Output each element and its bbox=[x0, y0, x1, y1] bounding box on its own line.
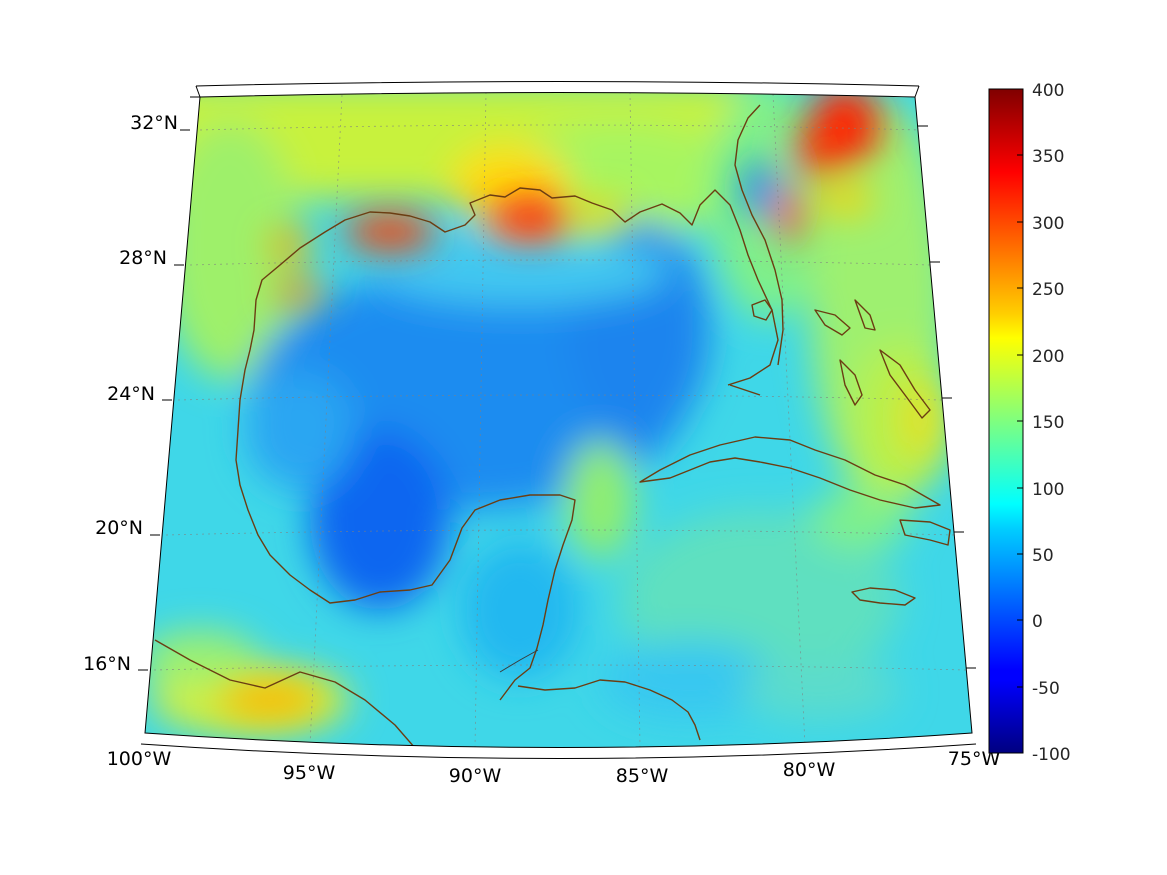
colorbar-tick-label: 50 bbox=[1032, 546, 1054, 566]
lon-label: 100°W bbox=[107, 748, 172, 770]
colorbar-tick-label: -100 bbox=[1032, 745, 1071, 765]
colorbar-tick-label: 250 bbox=[1032, 280, 1064, 300]
colorbar-tick-label: 0 bbox=[1032, 612, 1043, 632]
colorbar-tick-label: 100 bbox=[1032, 480, 1064, 500]
lon-label: 80°W bbox=[783, 759, 836, 781]
colorbar-tick-label: 150 bbox=[1032, 413, 1064, 433]
lat-label: 16°N bbox=[83, 653, 131, 675]
lat-label: 28°N bbox=[119, 247, 167, 269]
colorbar-tick-label: 350 bbox=[1032, 147, 1064, 167]
lon-label: 85°W bbox=[616, 765, 669, 787]
borders bbox=[499, 649, 539, 673]
latitude-labels: 32°N 28°N 24°N 20°N 16°N bbox=[83, 112, 178, 675]
data-field bbox=[145, 92, 972, 748]
lat-label: 20°N bbox=[95, 517, 143, 539]
coastlines bbox=[154, 104, 951, 748]
lat-label: 24°N bbox=[107, 383, 155, 405]
lon-label: 90°W bbox=[449, 765, 502, 787]
graticule bbox=[153, 92, 967, 748]
colorbar: 400 350 300 250 200 150 100 50 0 -50 -10… bbox=[988, 81, 1071, 765]
map-frame bbox=[138, 81, 977, 759]
colorbar-tick-label: 200 bbox=[1032, 347, 1064, 367]
colorbar-tick-label: 400 bbox=[1032, 81, 1064, 101]
colorbar-ticks bbox=[1017, 88, 1023, 754]
colorbar-tick-label: -50 bbox=[1032, 679, 1060, 699]
lon-label: 75°W bbox=[948, 748, 1001, 770]
colorbar-tick-label: 300 bbox=[1032, 214, 1064, 234]
longitude-labels: 100°W 95°W 90°W 85°W 80°W 75°W bbox=[107, 748, 1001, 787]
lon-label: 95°W bbox=[283, 762, 336, 784]
lat-label: 32°N bbox=[130, 112, 178, 134]
